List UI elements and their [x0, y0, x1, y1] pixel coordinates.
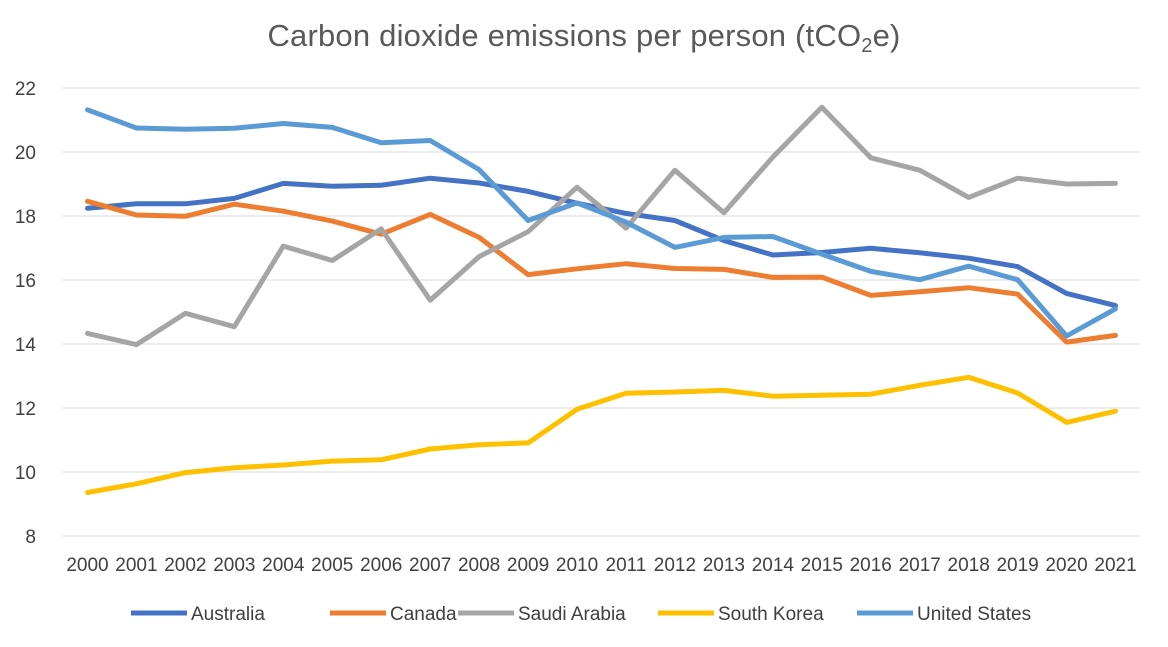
y-tick-label: 20 [15, 143, 36, 164]
x-axis-tick-labels: 2000 2001 2002 2003 2004 2005 2006 2007 2008 2009… [66, 555, 1136, 576]
x-tick-label: 2014 [752, 555, 795, 576]
y-tick-label: 14 [15, 335, 37, 356]
series-line-canada [85, 198, 1118, 345]
x-tick-label: 2018 [948, 555, 990, 576]
x-tick-label: 2013 [703, 555, 745, 576]
x-tick-label: 2012 [654, 555, 696, 576]
legend-label: Australia [191, 604, 265, 625]
chart-title: Carbon dioxide emissions per person (tCO… [0, 18, 1168, 57]
legend-label: United States [917, 604, 1031, 625]
x-tick-label: 2002 [164, 555, 206, 576]
legend-label: Canada [390, 604, 457, 625]
x-tick-label: 2003 [213, 555, 255, 576]
series-line-united-states [85, 107, 1118, 339]
x-tick-label: 2015 [801, 555, 843, 576]
x-tick-label: 2021 [1094, 555, 1136, 576]
x-tick-label: 2005 [311, 555, 353, 576]
chart-title-tail: e) [872, 18, 901, 53]
series-line-south-korea [85, 374, 1118, 495]
x-tick-label: 2016 [850, 555, 892, 576]
y-tick-label: 8 [25, 527, 36, 548]
y-axis-tick-labels: 8 10 12 14 16 18 20 22 [15, 79, 37, 548]
legend-label: Saudi Arabia [518, 604, 626, 625]
x-tick-label: 2007 [409, 555, 451, 576]
x-tick-label: 2001 [115, 555, 157, 576]
x-tick-label: 2020 [1045, 555, 1087, 576]
gridlines [63, 87, 1140, 537]
series-line-saudi-arabia [85, 104, 1118, 348]
y-tick-label: 22 [15, 79, 36, 100]
y-tick-label: 12 [15, 399, 36, 420]
x-tick-label: 2010 [556, 555, 598, 576]
series-lines [85, 104, 1118, 495]
y-tick-label: 10 [15, 463, 36, 484]
x-tick-label: 2019 [996, 555, 1038, 576]
chart-title-main: Carbon dioxide emissions per person (tCO [267, 18, 862, 53]
x-tick-label: 2000 [66, 555, 108, 576]
chart-title-subscript: 2 [861, 35, 873, 57]
x-tick-label: 2004 [262, 555, 305, 576]
x-tick-label: 2009 [507, 555, 549, 576]
x-tick-label: 2008 [458, 555, 500, 576]
x-tick-label: 2006 [360, 555, 402, 576]
x-tick-label: 2017 [899, 555, 941, 576]
y-tick-label: 18 [15, 207, 36, 228]
x-tick-label: 2011 [606, 555, 647, 576]
legend: Australia Canada Saudi Arabia South Korea Un… [131, 604, 1031, 625]
y-tick-label: 16 [15, 271, 36, 292]
legend-label: South Korea [718, 604, 824, 625]
